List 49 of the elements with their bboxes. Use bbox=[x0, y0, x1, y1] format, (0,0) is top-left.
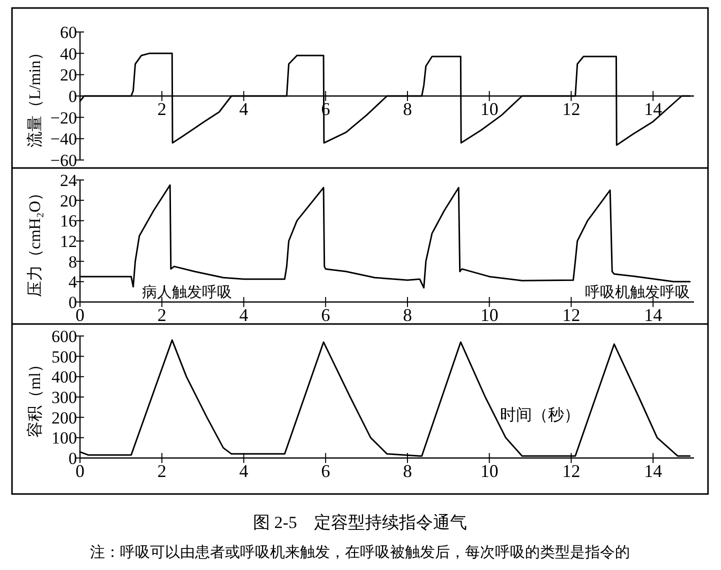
x-tick-label: 2 bbox=[157, 461, 166, 481]
y-tick-label: 16 bbox=[60, 212, 77, 231]
y-tick-label: 0 bbox=[68, 449, 77, 468]
y-tick-label: 8 bbox=[68, 252, 77, 272]
x-tick-label: 4 bbox=[239, 305, 248, 325]
y-tick-label: 20 bbox=[60, 66, 77, 85]
x-tick-label: 12 bbox=[562, 461, 580, 481]
y-tick-label: 400 bbox=[52, 368, 77, 387]
x-tick-label: 10 bbox=[480, 305, 498, 325]
y-tick-label: 0 bbox=[68, 293, 77, 312]
x-tick-label: 8 bbox=[402, 305, 412, 325]
x-tick-label: 2 bbox=[157, 305, 166, 325]
y-tick-label: 300 bbox=[52, 388, 77, 407]
y-tick-label: 500 bbox=[52, 347, 77, 366]
x-tick-label: 10 bbox=[480, 99, 498, 119]
y-axis-title: 流量（L/min） bbox=[26, 44, 44, 148]
y-tick-label: 100 bbox=[52, 428, 77, 448]
y-tick-label: 20 bbox=[60, 191, 77, 210]
y-tick-label: 12 bbox=[60, 232, 77, 251]
y-tick-label: 60 bbox=[60, 23, 77, 42]
x-tick-label: 14 bbox=[644, 461, 662, 481]
caption: 图 2-5 定容型持续指令通气 bbox=[253, 513, 467, 532]
x-tick-label: 6 bbox=[321, 305, 330, 325]
y-tick-label: 24 bbox=[60, 171, 78, 190]
y-axis-title: 压力（cmH₂O） bbox=[26, 184, 44, 298]
y-tick-label: −60 bbox=[50, 151, 77, 170]
y-tick-label: 200 bbox=[52, 408, 77, 428]
x-tick-label: 4 bbox=[239, 99, 248, 119]
y-tick-label: −40 bbox=[50, 130, 77, 149]
y-tick-label: 0 bbox=[68, 87, 77, 106]
x-tick-label: 8 bbox=[402, 99, 412, 119]
y-tick-label: 4 bbox=[68, 272, 78, 292]
x-tick-label: 4 bbox=[239, 461, 248, 481]
text: 注：呼吸可以由患者或呼吸机来触发，在呼吸被触发后，每次呼吸的类型是指令的 bbox=[90, 544, 630, 561]
annotation: 时间（秒） bbox=[500, 406, 580, 424]
x-tick-label: 8 bbox=[402, 461, 412, 481]
x-tick-label: 14 bbox=[644, 305, 662, 325]
x-tick-label: 12 bbox=[562, 305, 580, 325]
y-tick-label: 600 bbox=[52, 327, 77, 346]
y-tick-label: 40 bbox=[60, 44, 77, 64]
x-tick-label: 2 bbox=[157, 99, 166, 119]
y-tick-label: −20 bbox=[50, 108, 77, 128]
y-axis-title: 容积（ml） bbox=[26, 356, 44, 438]
x-tick-label: 10 bbox=[480, 461, 498, 481]
annotation: 病人触发呼吸 bbox=[142, 284, 232, 301]
x-tick-label: 6 bbox=[321, 461, 330, 481]
annotation: 呼吸机触发呼吸 bbox=[585, 284, 690, 301]
x-tick-label: 14 bbox=[644, 99, 662, 119]
x-tick-label: 12 bbox=[562, 99, 580, 119]
